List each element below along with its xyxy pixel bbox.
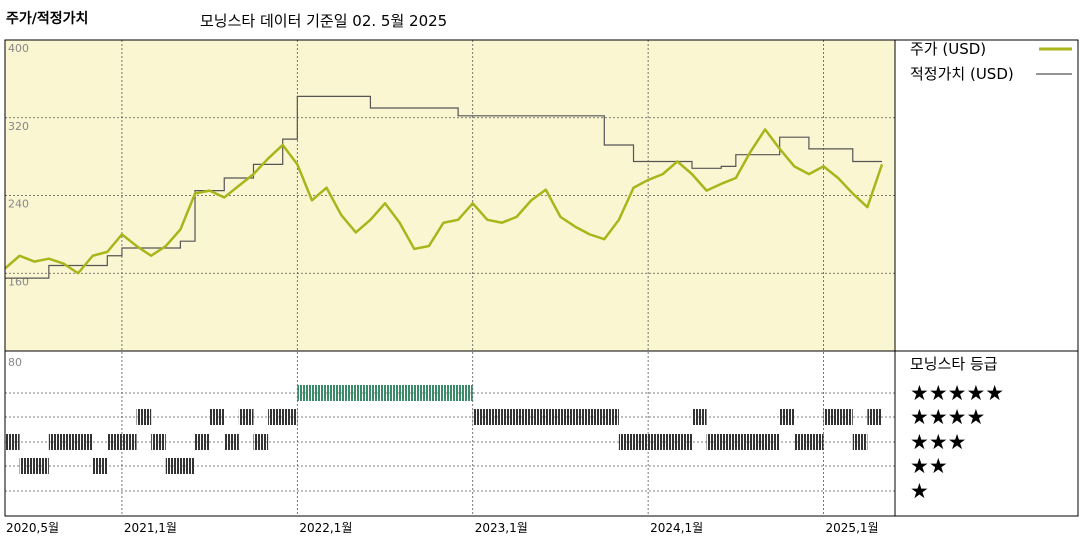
x-tick-label-2022-01: 2022,1월	[299, 521, 352, 535]
x-tick-label-2020-05: 2020,5월	[6, 521, 59, 535]
rating-bar-3-stars	[195, 434, 210, 450]
grid	[5, 40, 895, 516]
rating-bar-4-stars	[779, 409, 795, 425]
rating-bar-4-stars	[691, 409, 707, 425]
rating-label-1-star: ★	[910, 479, 929, 503]
chart-frame	[4, 39, 1079, 517]
rating-bar-4-stars	[501, 409, 619, 425]
rating-label-2-stars: ★★	[910, 454, 948, 478]
rating-bar-3-stars	[121, 434, 137, 450]
chart-title: 주가/적정가치	[6, 10, 88, 27]
rating-bar-4-stars	[268, 409, 298, 425]
rating-bar-2-stars	[165, 458, 196, 474]
y-tick-label-160: 160	[8, 275, 29, 288]
x-tick-label-2023-01: 2023,1월	[475, 521, 528, 535]
rating-bar-3-stars	[706, 434, 780, 450]
rating-bar-3-stars	[618, 434, 692, 450]
rating-bar-4-stars	[823, 409, 853, 425]
rating-bar-3-stars	[107, 434, 122, 450]
rating-bar-4-stars	[209, 409, 225, 425]
legend-price-label: 주가 (USD)	[910, 40, 986, 58]
price-line	[4, 128, 884, 275]
rating-bar-5-stars	[297, 385, 473, 401]
series-lines	[4, 95, 884, 279]
y-tick-label-400: 400	[8, 42, 29, 55]
rating-bar-4-stars	[472, 409, 502, 425]
y-tick-label-240: 240	[8, 198, 29, 211]
fair-value-line	[5, 95, 882, 279]
rating-bar-4-stars	[238, 409, 254, 425]
rating-bar-3-stars	[224, 434, 239, 450]
rating-bar-3-stars	[253, 434, 269, 450]
rating-top-label: 80	[8, 356, 22, 369]
rating-label-4-stars: ★★★★	[910, 405, 985, 429]
y-tick-label-320: 320	[8, 120, 29, 133]
rating-bar-4-stars	[136, 409, 152, 425]
rating-bar-3-stars	[151, 434, 166, 450]
rating-bar-2-stars	[92, 458, 108, 474]
chart-subtitle: 모닝스타 데이터 기준일 02. 5월 2025	[200, 12, 447, 30]
x-tick-labels: 2020,5월 2021,1월 2022,1월 2023,1월 2024,1월 2025,…	[6, 521, 879, 535]
x-tick-label-2025-01: 2025,1월	[826, 521, 879, 535]
rating-bars	[5, 385, 882, 474]
rating-label-3-stars: ★★★	[910, 430, 966, 454]
rating-bar-3-stars	[852, 434, 868, 450]
x-tick-label-2024-01: 2024,1월	[650, 521, 703, 535]
rating-bar-3-stars	[5, 434, 20, 450]
rating-bar-3-stars	[794, 434, 824, 450]
rating-label-5-stars: ★★★★★	[910, 381, 1004, 405]
rating-bar-3-stars	[78, 434, 93, 450]
rating-bar-3-stars	[48, 434, 79, 450]
rating-bar-2-stars	[19, 458, 49, 474]
rating-bar-4-stars	[867, 409, 882, 425]
rating-title: 모닝스타 등급	[910, 355, 998, 373]
legend-fair-value-label: 적정가치 (USD)	[910, 65, 1014, 83]
x-tick-label-2021-01: 2021,1월	[124, 521, 177, 535]
